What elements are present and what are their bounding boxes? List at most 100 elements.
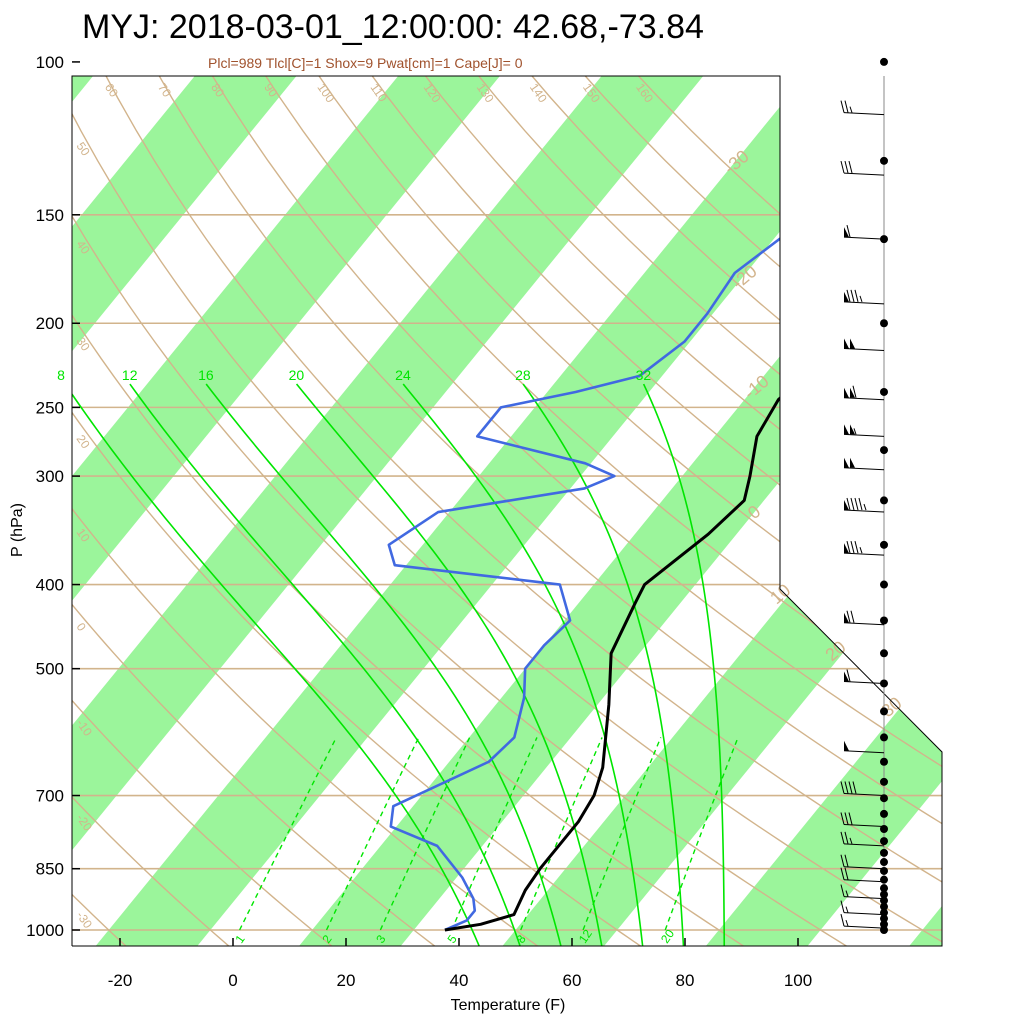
temperature-tick-label: 60: [563, 971, 582, 990]
wind-level-dot: [880, 387, 888, 396]
chart-title: MYJ: 2018-03-01_12:00:00: 42.68,-73.84: [82, 8, 704, 46]
wind-level-dot: [880, 649, 888, 658]
wind-level-dot: [880, 446, 888, 455]
dry-adiabat: [255, 76, 942, 946]
wind-level-dot: [880, 777, 888, 786]
wind-barb: [840, 100, 885, 116]
moist-adiabat: [402, 383, 644, 946]
wind-level-dot: [880, 875, 888, 884]
mixing-ratio-lines: [238, 737, 739, 931]
mixing-ratio-line: [520, 737, 603, 931]
wind-barb: [840, 867, 885, 883]
wind-barb: [840, 913, 885, 929]
wind-level-dot: [880, 890, 888, 899]
wind-barb: [840, 884, 885, 900]
dry-adiabat: [72, 76, 645, 946]
pressure-tick-label: 150: [36, 206, 64, 225]
wind-barb: [843, 740, 885, 754]
wind-level-dot: [880, 837, 888, 846]
dry-adiabat: [361, 76, 942, 946]
moist-adiabat: [72, 383, 481, 946]
wind-level-dot: [880, 580, 888, 589]
wind-level-dot: [880, 794, 888, 803]
wind-barb: [840, 854, 885, 870]
dry-adiabat: [97, 76, 942, 946]
wind-barb: [843, 224, 885, 240]
moist-adiabats: [72, 383, 726, 946]
pressure-tick-label: 400: [36, 576, 64, 595]
pressure-tick-label: 200: [36, 314, 64, 333]
mixing-ratio-line: [379, 737, 471, 931]
plot-area: [72, 76, 942, 946]
pressure-tick-label: 1000: [26, 921, 64, 940]
dry-adiabat: [150, 76, 942, 946]
dewpoint-profile: [387, 76, 942, 932]
wind-barb: [843, 497, 885, 513]
wind-level-dot: [880, 57, 888, 66]
axes: 100 150 200 250 300 400 500 700 850 1000 -20 0 20 40 6…: [9, 53, 812, 1014]
moist-adiabat-label: 8: [57, 367, 65, 383]
moist-adiabat-label: 20: [289, 367, 305, 383]
mixing-ratio-line: [325, 737, 420, 931]
dry-adiabat: [72, 76, 232, 946]
moist-adiabat-label: 12: [122, 367, 138, 383]
wind-level-dot: [880, 858, 888, 867]
wind-level-dot: [880, 757, 888, 766]
temperature-tick-label: -20: [108, 971, 133, 990]
wind-level-dot: [880, 809, 888, 818]
isotherm-band: [705, 76, 942, 946]
moist-adiabat-label: 24: [395, 367, 411, 383]
y-axis-label: P (hPa): [9, 503, 26, 557]
wind-barb: [843, 457, 885, 471]
wind-barb: [843, 541, 885, 556]
pressure-tick-label: 100: [36, 53, 64, 72]
moist-adiabat-label: 28: [515, 367, 531, 383]
wind-level-dot: [880, 902, 888, 911]
moist-adiabat: [522, 383, 685, 946]
wind-level-dot: [880, 848, 888, 857]
temperature-profile: [444, 76, 942, 932]
wind-level-dot: [880, 920, 888, 929]
temperature-tick-label: 80: [676, 971, 695, 990]
wind-level-dot: [880, 733, 888, 742]
mixing-ratio-line: [238, 737, 337, 931]
moist-adiabat: [129, 383, 522, 946]
wind-level-dot: [880, 540, 888, 549]
isotherm-band: [72, 76, 500, 946]
wind-level-dot: [880, 496, 888, 505]
wind-barb: [843, 289, 885, 305]
pressure-tick-label: 700: [36, 787, 64, 806]
wind-barb: [843, 610, 885, 626]
wind-barb: [840, 831, 885, 847]
temperature-tick-label: 40: [450, 971, 469, 990]
pressure-tick-label: 300: [36, 467, 64, 486]
wind-barb: [840, 900, 885, 916]
x-axis-label: Temperature (F): [451, 997, 566, 1014]
wind-barb: [840, 781, 885, 797]
wind-barb: [843, 424, 885, 437]
temperature-tick-label: 100: [784, 971, 812, 990]
wind-level-dot: [880, 707, 888, 716]
moist-adiabat-label: 32: [636, 367, 652, 383]
pressure-tick-label: 500: [36, 660, 64, 679]
chart-subtitle: Plcl=989 Tlcl[C]=1 Shox=9 Pwat[cm]=1 Cap…: [208, 55, 523, 71]
wind-profile: [840, 57, 888, 934]
dry-adiabat: [72, 76, 748, 946]
wind-barb: [840, 812, 885, 828]
wind-level-dot: [880, 884, 888, 893]
temperature-tick-label: 0: [228, 971, 237, 990]
dry-adiabat: [72, 76, 542, 946]
dry-adiabats: [72, 76, 942, 946]
pressure-tick-label: 850: [36, 860, 64, 879]
wind-barb: [843, 669, 885, 684]
dry-adiabat: [72, 76, 439, 946]
moist-adiabat: [642, 383, 726, 946]
pressure-tick-label: 250: [36, 398, 64, 417]
moist-adiabat-label: 16: [198, 367, 214, 383]
wind-level-dot: [880, 616, 888, 625]
mixing-ratio-line: [664, 737, 739, 931]
plot-frame: [71, 75, 943, 947]
wind-level-dot: [880, 914, 888, 923]
dry-adiabat: [72, 76, 942, 946]
